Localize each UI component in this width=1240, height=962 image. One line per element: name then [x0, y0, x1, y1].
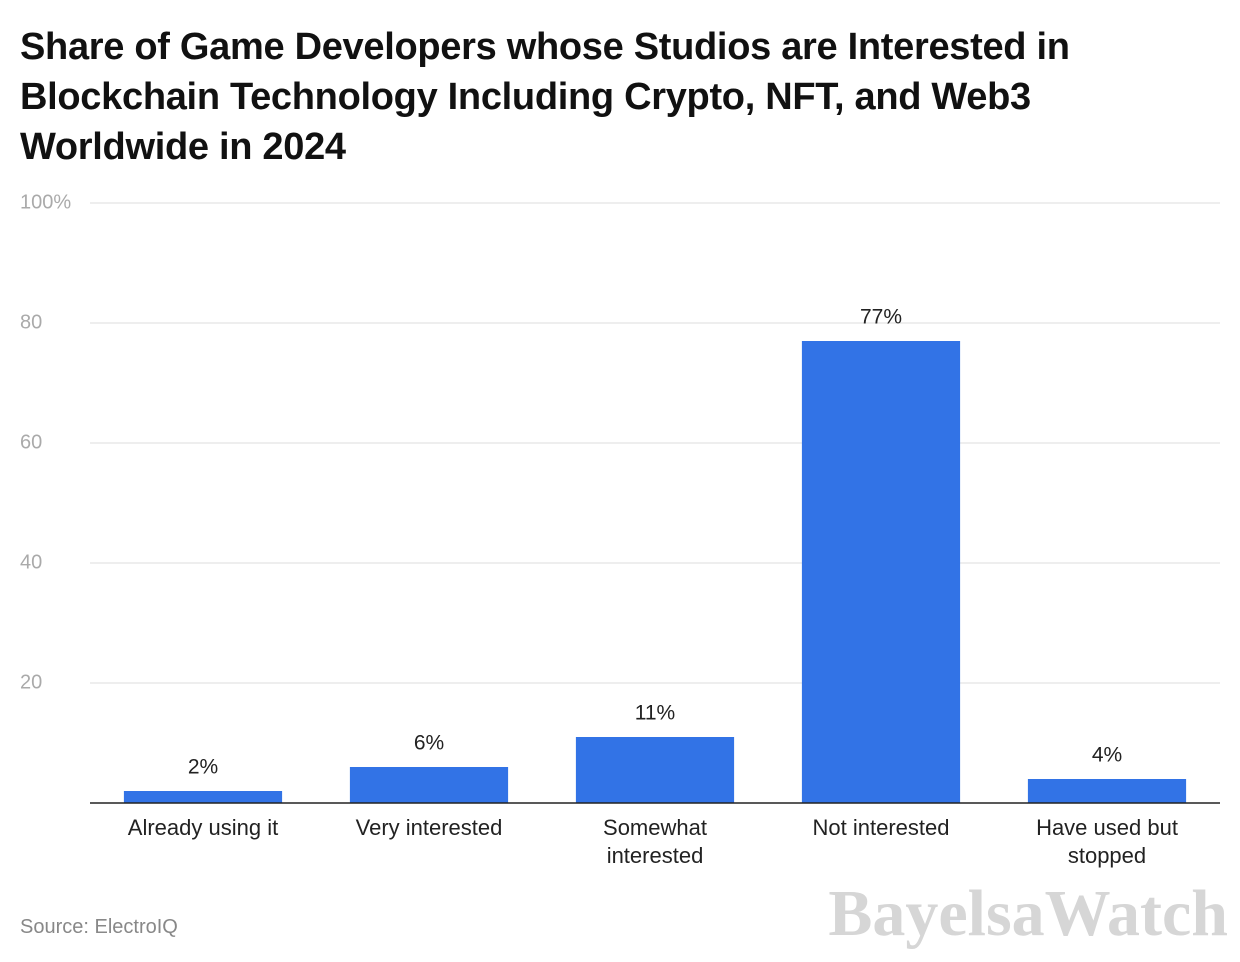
bar	[123, 791, 283, 803]
x-tick-label: Somewhat interested	[603, 815, 707, 868]
value-label: 77%	[860, 306, 902, 329]
value-label: 2%	[188, 756, 218, 779]
y-tick-label: 20	[20, 671, 42, 693]
value-label: 11%	[635, 702, 675, 725]
y-tick-label: 40	[20, 551, 42, 573]
source: Source: ElectroIQ	[20, 916, 178, 938]
x-tick-label: Have used but stopped	[1036, 815, 1178, 868]
watermark: BayelsaWatch	[828, 877, 1228, 950]
grid: 20 40 60 80 100%	[20, 191, 1220, 693]
value-label: 4%	[1092, 744, 1122, 767]
bars: 2% 6% 11% 77% 4%	[123, 306, 1187, 803]
y-tick-label: 100%	[20, 191, 71, 213]
y-tick-label: 60	[20, 431, 42, 453]
bar	[575, 737, 735, 803]
x-tick-label: Already using it	[127, 815, 279, 840]
bar	[1027, 779, 1187, 803]
value-label: 6%	[414, 732, 444, 755]
bar	[349, 767, 509, 803]
x-tick-label: Not interested	[812, 815, 950, 840]
chart-title: Share of Game Developers whose Studios a…	[20, 26, 1070, 168]
bar	[801, 341, 961, 803]
y-tick-label: 80	[20, 311, 42, 333]
x-tick-label: Very interested	[355, 815, 503, 840]
